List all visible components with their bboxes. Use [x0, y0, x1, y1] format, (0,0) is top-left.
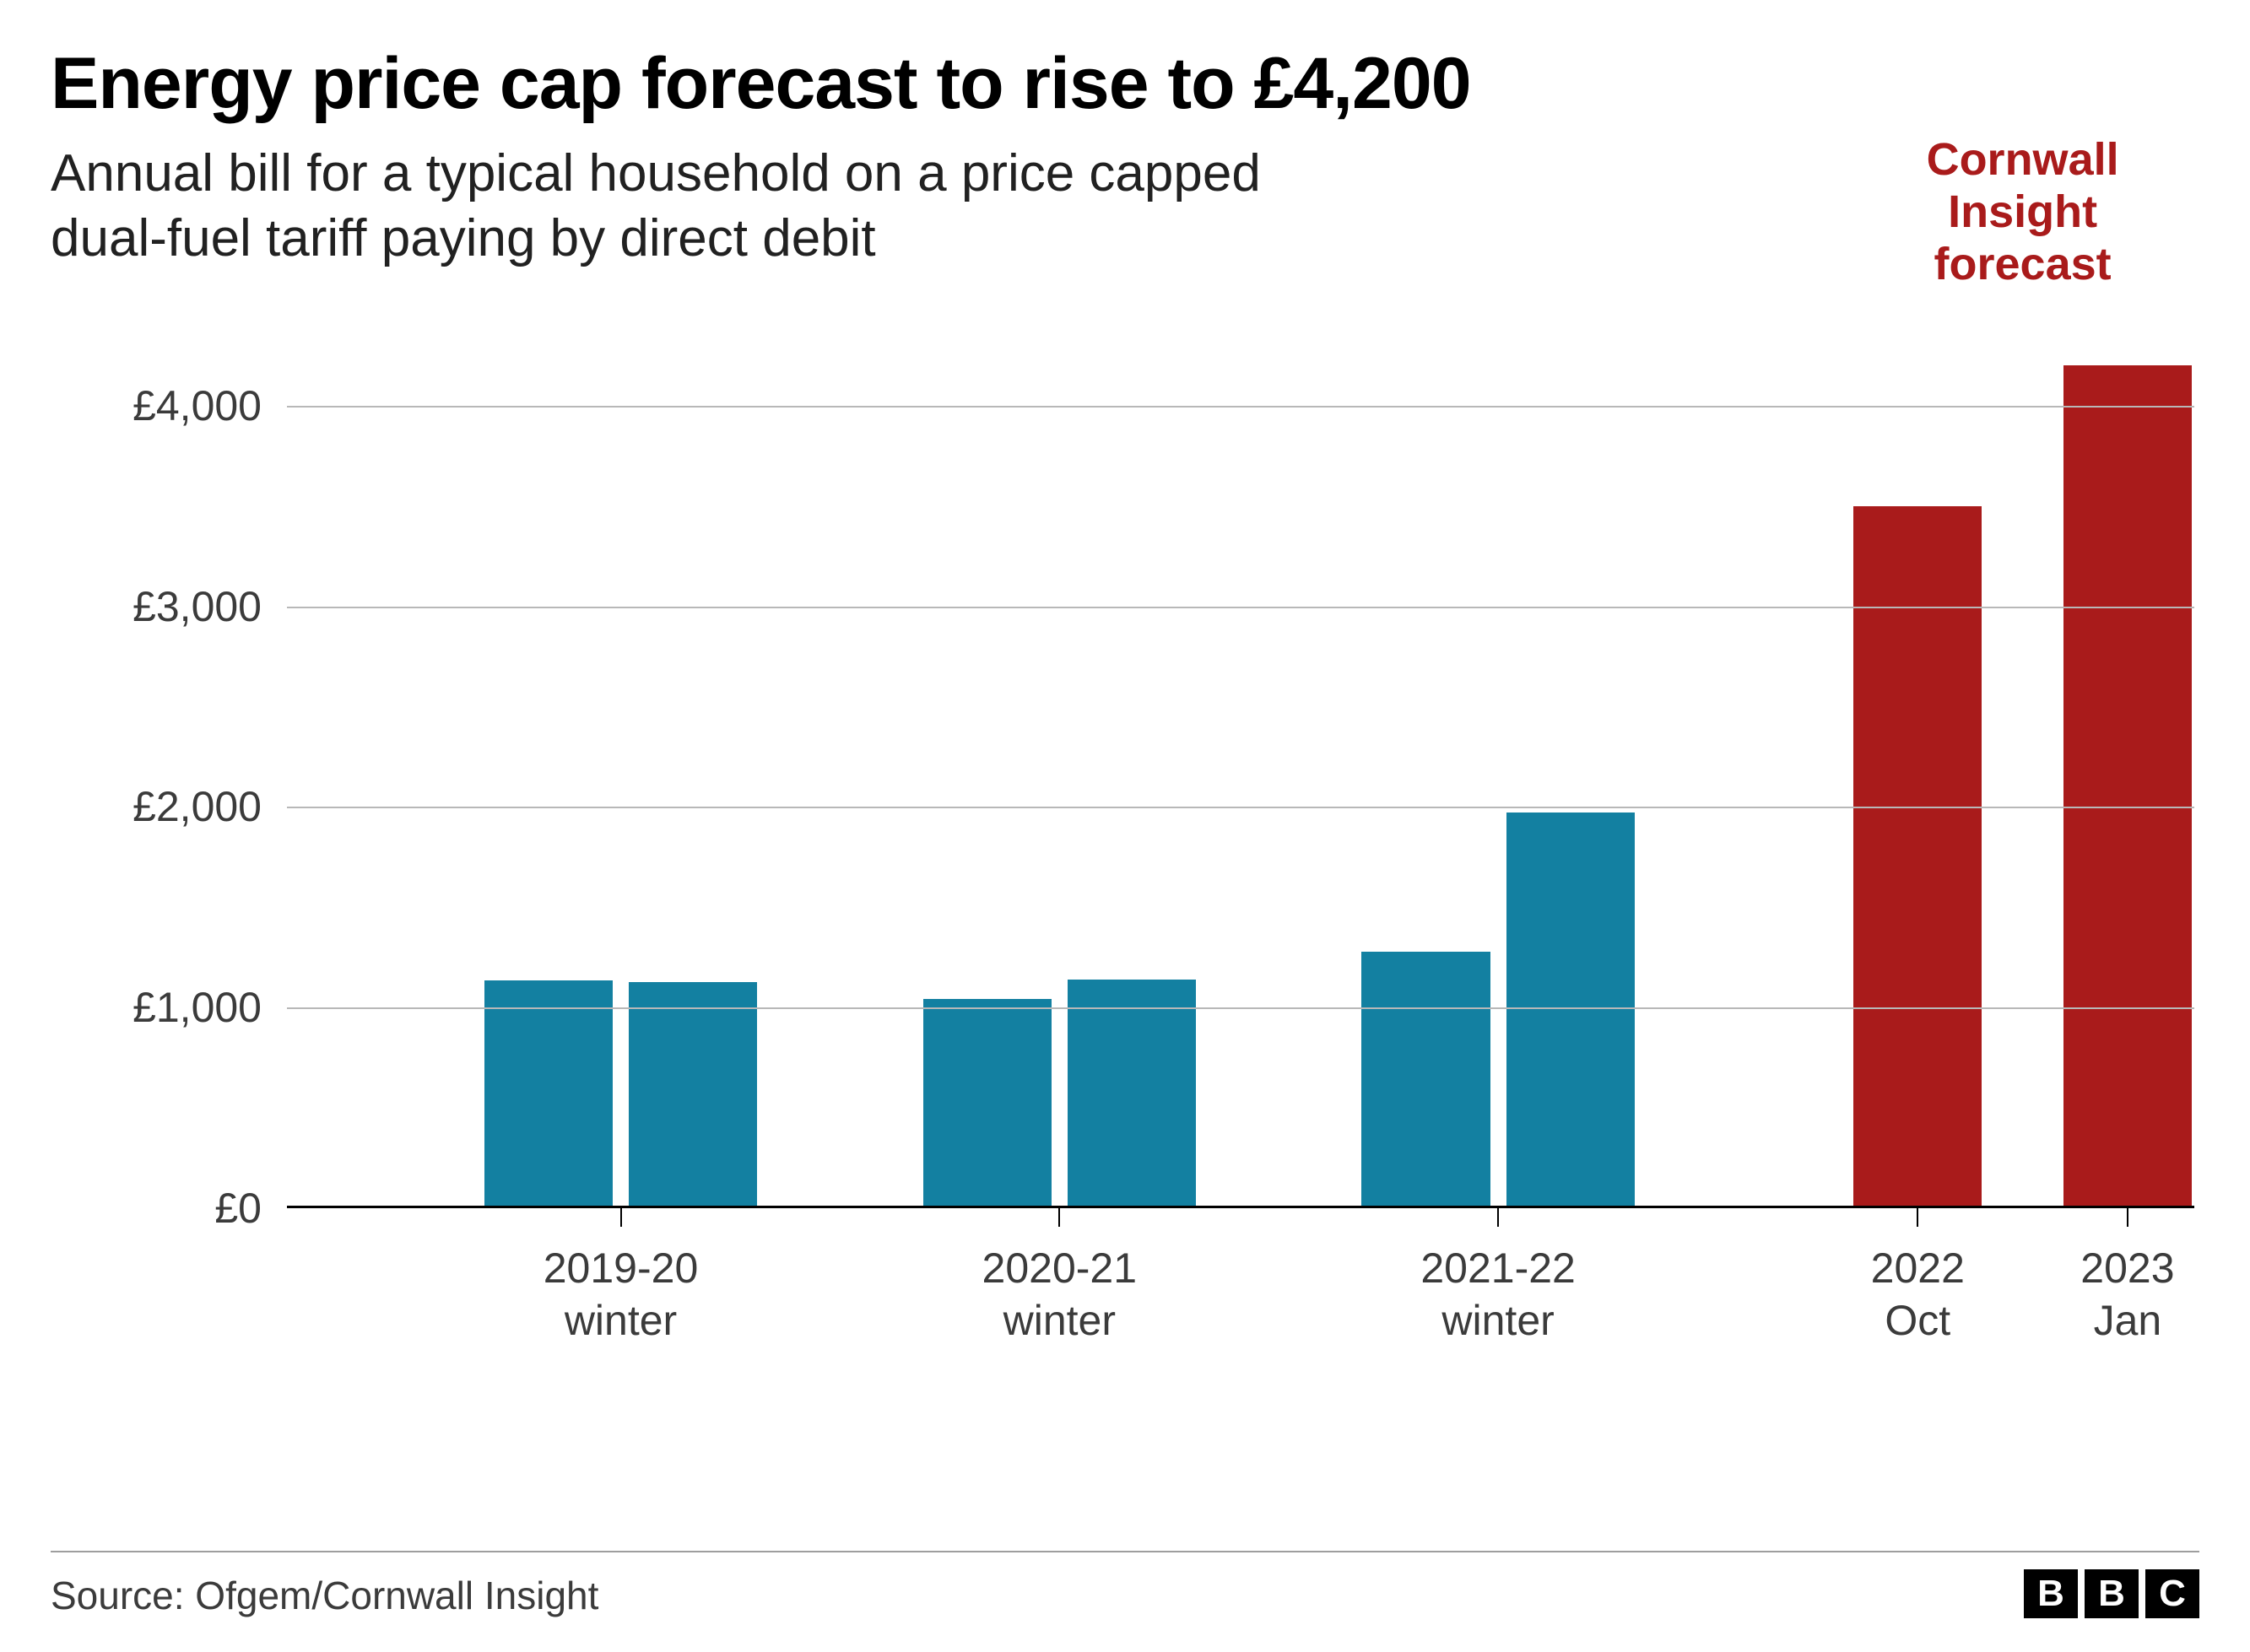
source-text: Source: Ofgem/Cornwall Insight [51, 1573, 598, 1618]
gridline [287, 807, 2194, 808]
forecast-annotation: Cornwall Insight forecast [1927, 133, 2119, 290]
x-tick [1917, 1208, 1918, 1227]
chart-container: Energy price cap forecast to rise to £4,… [0, 0, 2250, 1652]
bar [1506, 813, 1635, 1208]
x-tick [2127, 1208, 2128, 1227]
x-axis-label: 2022 Oct [1871, 1242, 1965, 1347]
x-tick [1058, 1208, 1060, 1227]
x-axis-baseline [287, 1206, 2194, 1208]
bbc-logo-letter: B [2024, 1569, 2078, 1618]
x-axis-label: 2023 Jan [2080, 1242, 2174, 1347]
bar [1068, 980, 1196, 1208]
x-tick [620, 1208, 622, 1227]
y-tick-label: £4,000 [133, 381, 287, 430]
chart-subtitle: Annual bill for a typical household on a… [51, 141, 2199, 272]
x-axis-label: 2020-21 winter [982, 1242, 1138, 1347]
plot-area: Cornwall Insight forecast £0£1,000£2,000… [51, 305, 2199, 1377]
y-tick-label: £3,000 [133, 582, 287, 631]
bbc-logo: BBC [2024, 1569, 2199, 1618]
y-tick-label: £0 [214, 1184, 287, 1233]
x-tick [1497, 1208, 1499, 1227]
bar [1853, 506, 1982, 1208]
gridline [287, 406, 2194, 408]
y-tick-label: £2,000 [133, 782, 287, 831]
bbc-logo-letter: B [2085, 1569, 2139, 1618]
gridline [287, 607, 2194, 608]
bar [1361, 952, 1490, 1208]
gridline [287, 1007, 2194, 1009]
grid-area [287, 305, 2194, 1208]
y-axis: £0£1,000£2,000£3,000£4,000 [51, 305, 287, 1208]
chart-title: Energy price cap forecast to rise to £4,… [51, 42, 2199, 126]
x-axis-label: 2021-22 winter [1420, 1242, 1576, 1347]
chart-footer: Source: Ofgem/Cornwall Insight BBC [51, 1551, 2199, 1618]
bars-layer [287, 305, 2194, 1208]
x-axis-label: 2019-20 winter [544, 1242, 699, 1347]
y-tick-label: £1,000 [133, 983, 287, 1032]
bbc-logo-letter: C [2145, 1569, 2199, 1618]
plot: £0£1,000£2,000£3,000£4,000 [51, 305, 2194, 1208]
bar [2063, 365, 2192, 1208]
bar [923, 999, 1052, 1208]
bar [484, 980, 613, 1208]
bar [629, 982, 757, 1208]
